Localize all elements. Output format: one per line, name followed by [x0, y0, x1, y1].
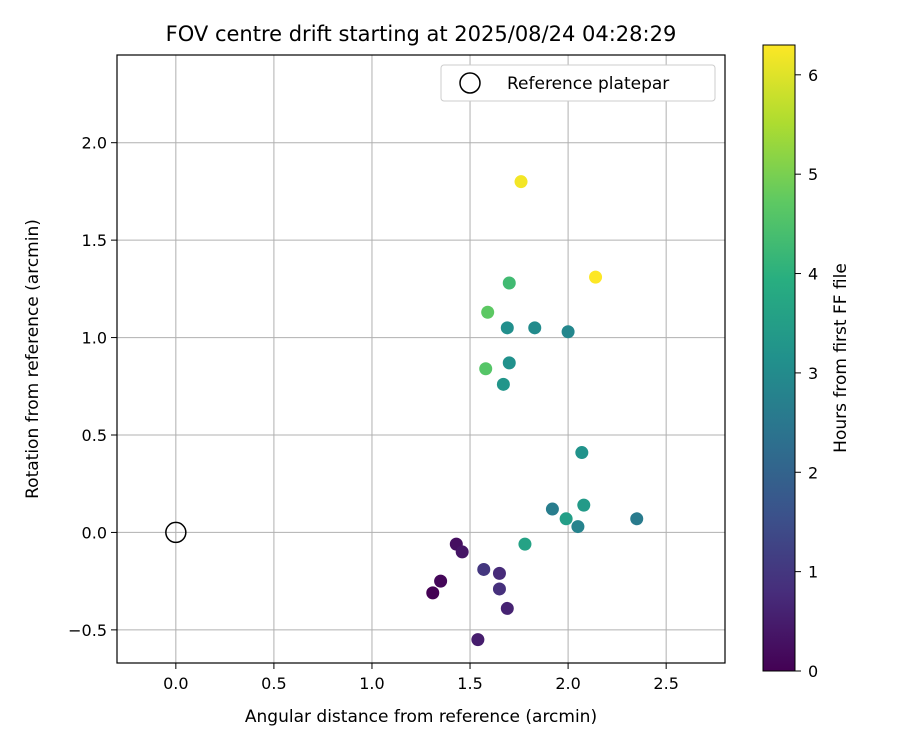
scatter-point	[589, 270, 603, 284]
x-tick-label: 1.0	[359, 674, 384, 693]
y-tick-label: 0.0	[82, 523, 107, 542]
axis-ticks: 0.0 0.5 1.0 1.5 2.0 2.5 −0.5 0.0 0.5 1.0 1.5 2.0	[68, 134, 679, 693]
y-tick-label: 1.0	[82, 329, 107, 348]
colorbar-tick-label: 5	[808, 165, 818, 184]
colorbar-tick-label: 1	[808, 563, 818, 582]
scatter-point	[500, 601, 514, 615]
x-tick-label: 0.5	[261, 674, 286, 693]
scatter-point	[502, 356, 516, 370]
scatter-point	[502, 276, 516, 290]
colorbar-tick-label: 0	[808, 662, 818, 681]
colorbar-tick-label: 3	[808, 364, 818, 383]
scatter-point	[559, 512, 573, 526]
scatter-point	[477, 562, 491, 576]
scatter-point	[492, 582, 506, 596]
y-axis-label: Rotation from reference (arcmin)	[23, 219, 43, 499]
y-tick-label: 1.5	[82, 231, 107, 250]
scatter-point	[577, 498, 591, 512]
scatter-point	[426, 586, 440, 600]
reference-marker	[165, 521, 187, 544]
colorbar-label: Hours from first FF file	[831, 263, 851, 453]
x-tick-label: 2.0	[555, 674, 580, 693]
scatter-point	[492, 566, 506, 580]
colorbar-tick-label: 4	[808, 265, 818, 284]
plot-frame	[116, 54, 726, 664]
x-tick-label: 0.0	[163, 674, 188, 693]
scatter-point	[455, 545, 469, 559]
scatter-point	[481, 305, 495, 319]
colorbar-ticks: 0 1 2 3 4 5 6	[795, 66, 818, 681]
chart-title: FOV centre drift starting at 2025/08/24 …	[166, 22, 677, 46]
y-tick-label: 0.5	[82, 426, 107, 445]
scatter-point	[518, 537, 532, 551]
legend-box	[440, 64, 716, 102]
scatter-point	[500, 321, 514, 335]
legend-marker-icon	[459, 72, 481, 94]
scatter-point	[571, 520, 585, 534]
scatter-point	[528, 321, 542, 335]
colorbar-gradient	[762, 44, 796, 672]
scatter-point	[496, 377, 510, 391]
legend-entry-label: Reference platepar	[507, 74, 669, 94]
colorbar: 0 1 2 3 4 5 6 Hours from first FF file	[762, 44, 851, 681]
colorbar-tick-label: 2	[808, 463, 818, 482]
x-tick-label: 2.5	[653, 674, 678, 693]
scatter-point	[479, 362, 493, 376]
scatter-point	[545, 502, 559, 516]
scatter-point	[434, 574, 448, 588]
scatter-point	[575, 446, 589, 460]
scatter-point	[561, 325, 575, 339]
grid	[117, 55, 725, 663]
x-tick-label: 1.5	[457, 674, 482, 693]
scatter-point	[630, 512, 644, 526]
legend: Reference platepar	[440, 64, 716, 102]
y-tick-label: 2.0	[82, 134, 107, 153]
scatter-point	[514, 175, 528, 189]
colorbar-tick-label: 6	[808, 66, 818, 85]
y-tick-label: −0.5	[68, 621, 107, 640]
scatter-point	[471, 633, 485, 647]
x-axis-label: Angular distance from reference (arcmin)	[245, 707, 597, 727]
data-points	[165, 175, 644, 647]
